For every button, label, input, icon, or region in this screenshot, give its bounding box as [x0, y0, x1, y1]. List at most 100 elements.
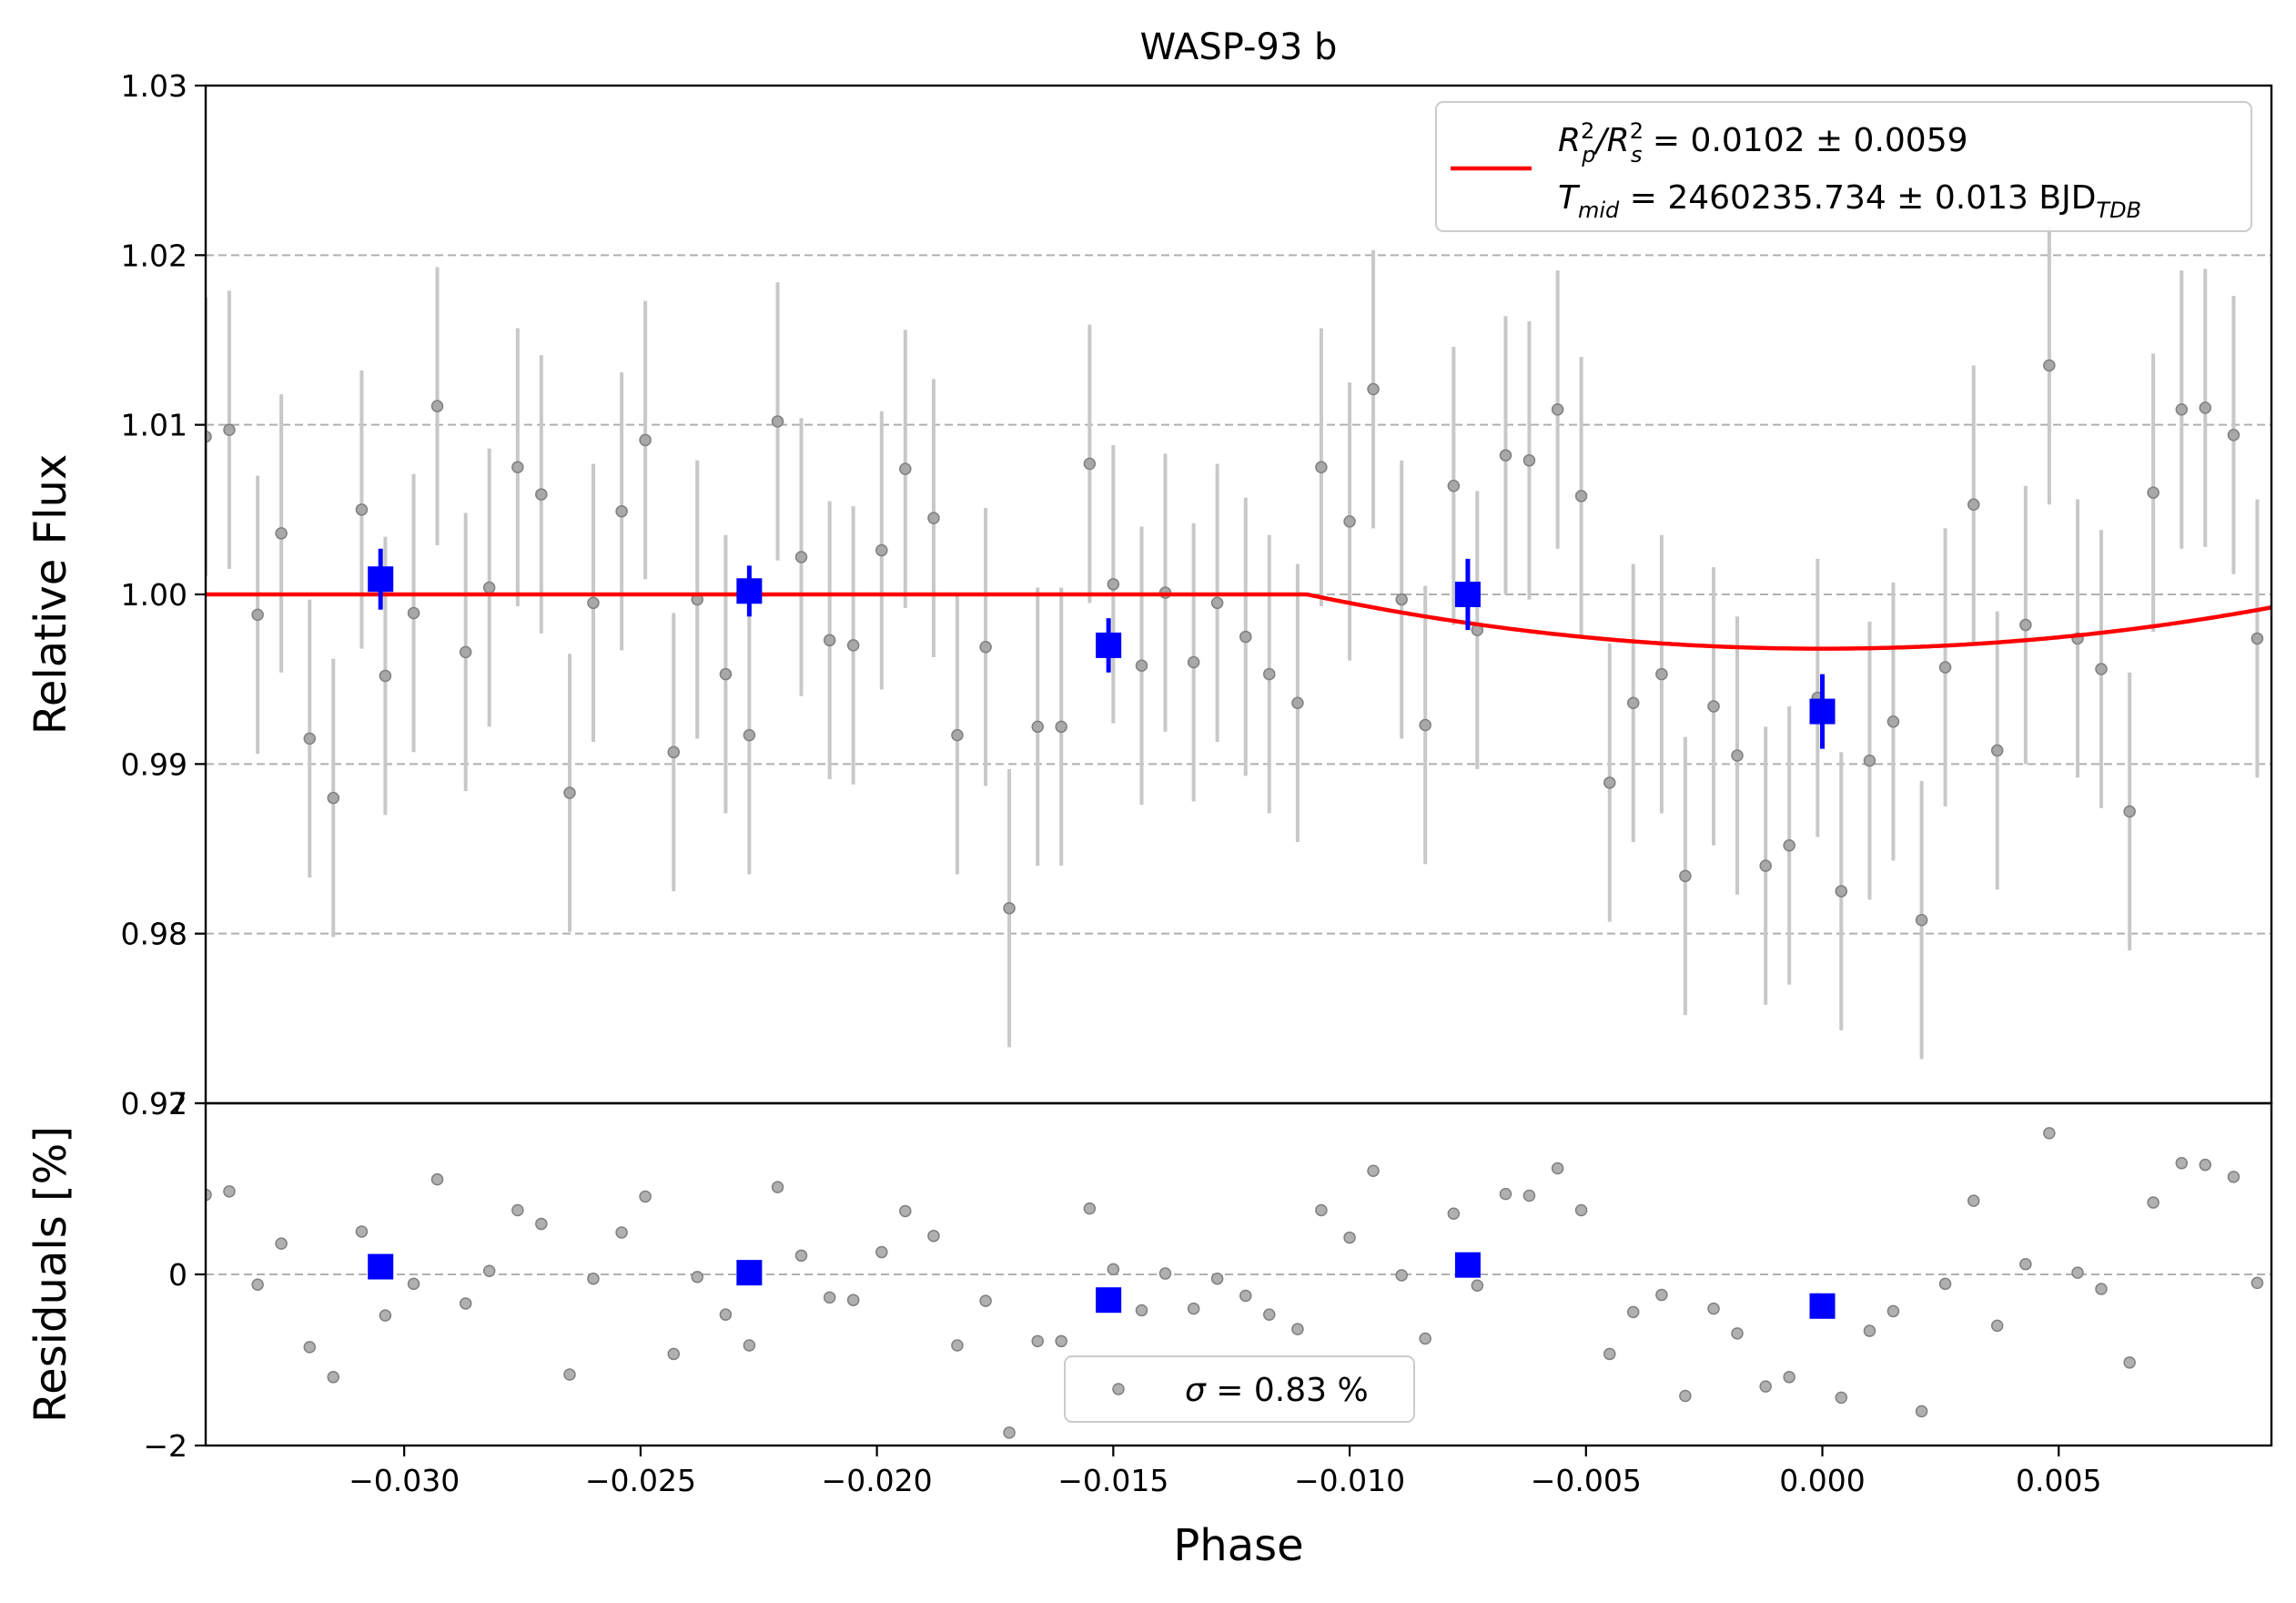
bottom-y-ticks: −2 0 2: [143, 1086, 206, 1464]
raw-point: [2250, 632, 2264, 645]
raw-point: [1626, 696, 1640, 710]
residual-point: [1835, 1391, 1848, 1405]
residual-point: [223, 1185, 236, 1198]
residual-point: [2043, 1127, 2056, 1140]
binned-residual-point: [1454, 1252, 1481, 1278]
residual-point: [1522, 1189, 1536, 1202]
raw-point: [459, 645, 472, 659]
raw-point: [794, 551, 808, 563]
x-tick-label: −0.015: [1057, 1463, 1168, 1498]
top-y-tick-label: 1.03: [121, 68, 187, 104]
residual-point: [1759, 1380, 1772, 1393]
bottom-legend: σ = 0.83 %: [1064, 1355, 1415, 1423]
residual-point: [691, 1271, 703, 1283]
residual-point: [511, 1203, 524, 1217]
raw-point: [1419, 718, 1431, 732]
raw-point: [251, 608, 264, 622]
residual-point: [0, 1104, 5, 1115]
residual-point: [355, 1225, 369, 1238]
residual-point: [1574, 1203, 1588, 1217]
raw-point: [927, 512, 940, 524]
top-y-axis-title: Relative Flux: [25, 454, 76, 736]
residual-point: [615, 1226, 628, 1239]
raw-point: [275, 527, 288, 540]
residual-point: [2147, 1196, 2159, 1209]
residual-point: [743, 1339, 756, 1352]
residual-point: [927, 1229, 940, 1243]
raw-point: [979, 641, 992, 654]
residual-point: [1863, 1324, 1876, 1337]
raw-point: [875, 543, 888, 557]
raw-point: [1187, 655, 1200, 669]
bottom-y-tick-label: 0: [168, 1257, 187, 1293]
residual-point: [1367, 1164, 1380, 1178]
binned-residual-point: [368, 1253, 394, 1280]
residual-point: [846, 1294, 860, 1306]
x-tick-label: 0.000: [1779, 1463, 1865, 1498]
residual-point: [1731, 1327, 1744, 1340]
top-binned-points: [368, 548, 1836, 749]
x-ticks: −0.030 −0.025 −0.020 −0.015 −0.010 −0.005 0.00…: [349, 1446, 2101, 1498]
raw-point: [771, 415, 784, 428]
raw-point: [407, 606, 420, 620]
residual-point: [1990, 1319, 2004, 1333]
binned-residual-point: [1809, 1293, 1836, 1319]
raw-point: [430, 400, 444, 412]
raw-point: [587, 596, 600, 610]
raw-point: [1835, 885, 1848, 898]
residual-point: [1707, 1302, 1720, 1315]
raw-point: [1915, 914, 1928, 927]
raw-point: [1239, 630, 1252, 644]
residual-point: [2123, 1356, 2136, 1369]
raw-point: [223, 423, 236, 437]
residual-point: [1263, 1308, 1276, 1321]
raw-point: [511, 461, 524, 473]
top-y-tick-label: 0.97: [121, 1086, 187, 1121]
residual-point: [1031, 1334, 1044, 1348]
residual-point: [1291, 1323, 1304, 1335]
residual-point: [1626, 1305, 1640, 1319]
residual-point: [1886, 1304, 1900, 1318]
residual-point: [0, 1133, 5, 1144]
top-y-ticks: 0.97 0.98 0.99 1.00 1.01 1.02 1.03: [121, 68, 206, 1121]
residual-point: [1107, 1263, 1120, 1276]
residual-point: [1499, 1187, 1512, 1201]
residual-point: [1603, 1347, 1616, 1361]
bottom-legend-box: [1064, 1355, 1415, 1423]
binned-point: [1809, 698, 1836, 725]
raw-point: [206, 430, 212, 443]
residual-point: [535, 1217, 548, 1231]
raw-point: [1551, 403, 1564, 416]
residual-point: [379, 1309, 392, 1322]
residual-point: [206, 1188, 212, 1202]
raw-point: [719, 667, 733, 681]
raw-point: [1499, 449, 1512, 462]
residual-point: [275, 1237, 288, 1250]
raw-point: [2123, 805, 2136, 818]
top-y-tick-label: 0.98: [121, 917, 187, 952]
residual-point: [327, 1371, 340, 1384]
residual-point: [2175, 1157, 2189, 1170]
residual-point: [719, 1308, 733, 1321]
residual-point: [899, 1204, 912, 1218]
residual-point: [1239, 1289, 1252, 1303]
raw-point: [846, 639, 860, 652]
residual-point: [2227, 1171, 2240, 1183]
residual-point: [2071, 1266, 2084, 1279]
top-y-tick-label: 1.01: [121, 408, 187, 443]
bottom-y-tick-label: −2: [143, 1428, 187, 1464]
transit-model-line: [206, 592, 2271, 651]
top-legend-box: [1435, 101, 2252, 232]
raw-point: [2019, 618, 2032, 632]
legend-depth-label: R2 p/R2 s = 0.0102 ± 0.0059: [1558, 118, 1968, 167]
bottom-raw-residuals: [0, 1104, 2264, 1439]
residual-point: [875, 1245, 888, 1259]
residual-point: [587, 1272, 600, 1285]
raw-point: [615, 504, 628, 518]
raw-point: [1783, 839, 1795, 852]
top-y-tick-label: 1.02: [121, 238, 187, 273]
raw-point: [1522, 454, 1536, 467]
raw-point: [2043, 359, 2056, 372]
residual-point: [563, 1368, 576, 1381]
